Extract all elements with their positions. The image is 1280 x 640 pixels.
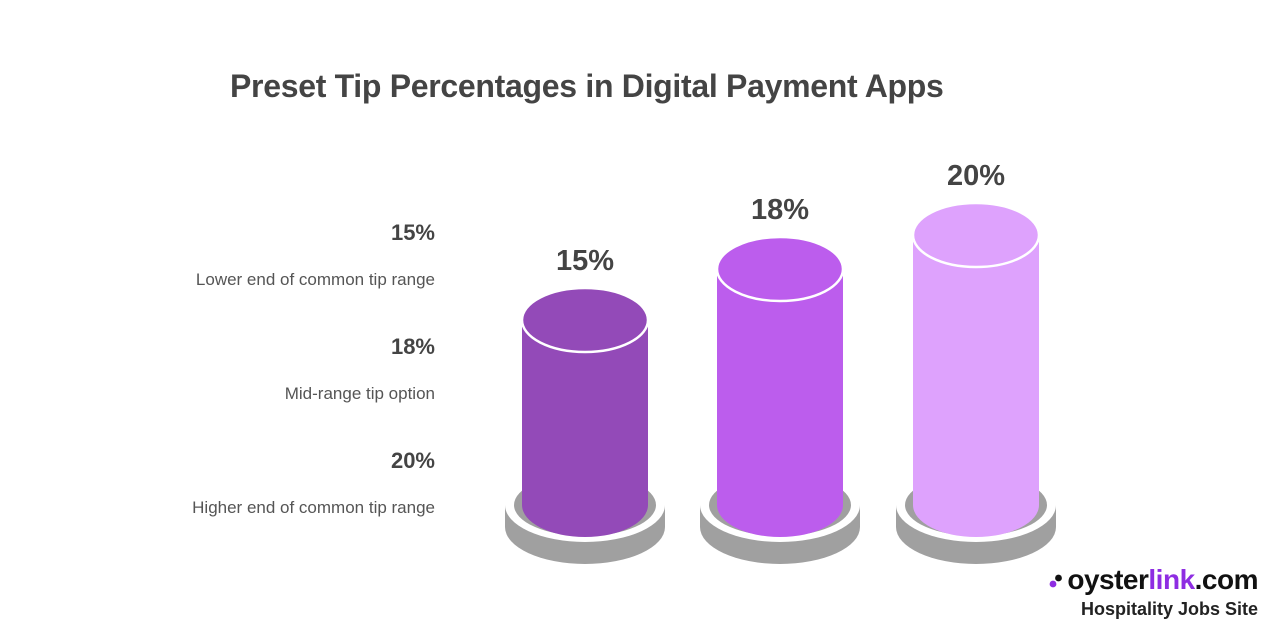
legend-description: Lower end of common tip range: [195, 270, 435, 289]
brand-name: oysterlink.com: [1048, 564, 1259, 596]
legend-description: Mid-range tip option: [284, 384, 435, 403]
legend-value: 20%: [390, 448, 435, 473]
brand-block: oysterlink.com Hospitality Jobs Site: [1048, 564, 1259, 620]
bar-body: [717, 269, 843, 505]
bar-value-label: 18%: [751, 194, 809, 226]
brand-name-oyster: oyster: [1067, 564, 1149, 595]
bar-value-label: 15%: [556, 245, 614, 277]
legend-item-18: 18% Mid-range tip option: [35, 334, 435, 404]
bar-top: [911, 201, 1041, 269]
bar-value-label: 20%: [947, 160, 1005, 192]
brand-name-link: link: [1148, 564, 1195, 595]
brand-tagline: Hospitality Jobs Site: [1080, 599, 1258, 619]
legend-description: Higher end of common tip range: [192, 498, 435, 517]
bar-top: [520, 286, 650, 354]
legend-value: 15%: [390, 220, 435, 245]
legend-item-20: 20% Higher end of common tip range: [35, 448, 435, 518]
legend-value: 18%: [390, 334, 435, 359]
bar-body: [913, 235, 1039, 505]
oyster-logo-icon: [1049, 574, 1063, 588]
brand-name-domain: .com: [1194, 564, 1259, 595]
legend-item-15: 15% Lower end of common tip range: [35, 220, 435, 290]
bar-top: [715, 235, 845, 303]
chart-title: Preset Tip Percentages in Digital Paymen…: [230, 68, 944, 104]
